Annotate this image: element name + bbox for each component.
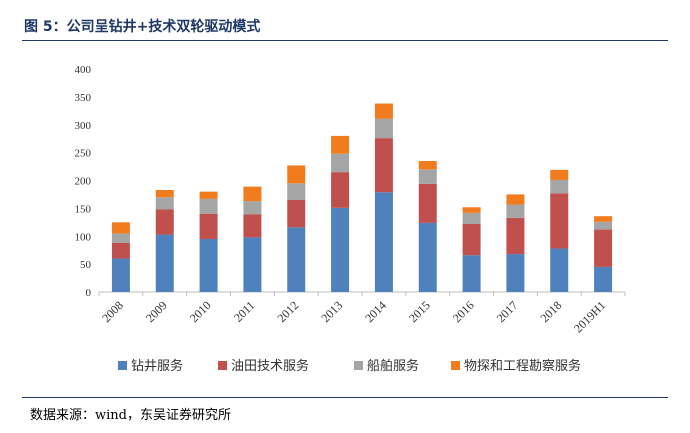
bar-segment-4 [374, 103, 393, 119]
legend-swatch [354, 361, 363, 370]
bar-segment-3 [506, 204, 525, 218]
bar-segment-2 [418, 183, 437, 223]
bar-segment-1 [550, 248, 569, 292]
y-tick-label: 400 [75, 64, 92, 76]
legend-label: 油田技术服务 [231, 358, 309, 374]
y-tick-label: 0 [86, 287, 92, 299]
bar-segment-1 [594, 266, 613, 292]
x-tick-label: 2017 [494, 298, 521, 325]
bar-segment-3 [199, 198, 218, 214]
x-tick-label: 2018 [538, 298, 565, 325]
y-tick-label: 50 [80, 259, 92, 271]
bar-segment-2 [243, 214, 262, 238]
bar-segment-4 [506, 194, 525, 205]
bar-segment-2 [462, 223, 481, 256]
legend-label: 物探和工程勘察服务 [464, 358, 581, 374]
x-tick-label: 2013 [318, 298, 345, 325]
figure-title: 图 5：公司呈钻井+技术双轮驱动模式 [24, 19, 261, 35]
bar-segment-4 [418, 160, 437, 170]
bar-segment-4 [287, 165, 306, 184]
bar-segment-3 [111, 233, 130, 243]
bar-segment-2 [506, 217, 525, 255]
bar-segment-3 [374, 118, 393, 139]
x-tick-label: 2015 [406, 298, 433, 325]
source-divider [22, 397, 668, 398]
x-tick-label: 2019H1 [571, 298, 608, 335]
x-tick-label: 2011 [231, 298, 258, 325]
bar-segment-3 [594, 221, 613, 230]
x-tick-label: 2012 [275, 298, 302, 325]
bar-segment-2 [111, 242, 130, 259]
bar-segment-1 [506, 254, 525, 292]
bar-segment-1 [331, 207, 350, 292]
y-tick-label: 250 [75, 148, 92, 160]
figure-title-bar: 图 5：公司呈钻井+技术双轮驱动模式 [22, 14, 668, 41]
bar-segment-1 [243, 237, 262, 292]
bar-segment-2 [199, 213, 218, 240]
bar-segment-4 [331, 135, 350, 154]
x-tick-label: 2009 [143, 298, 170, 325]
bar-segment-1 [111, 258, 130, 292]
legend-swatch [451, 361, 460, 370]
bar-segment-3 [287, 183, 306, 201]
bar-segment-4 [550, 169, 569, 180]
x-tick-label: 2016 [450, 298, 477, 325]
bar-segment-2 [287, 200, 306, 228]
y-tick-label: 200 [75, 176, 92, 188]
legend-swatch [218, 361, 227, 370]
bar-segment-4 [594, 216, 613, 222]
bar-segment-1 [199, 239, 218, 292]
y-tick-label: 150 [75, 203, 92, 215]
bar-segment-3 [550, 179, 569, 194]
x-tick-label: 2008 [99, 298, 126, 325]
source-note: 数据来源：wind，东吴证券研究所 [30, 408, 231, 423]
bar-segment-1 [155, 234, 174, 292]
bar-segment-4 [199, 191, 218, 199]
bar-segment-4 [155, 189, 174, 198]
bar-segment-2 [155, 209, 174, 235]
bar-segment-4 [243, 186, 262, 202]
bar-segment-2 [594, 229, 613, 267]
y-tick-label: 350 [75, 92, 92, 104]
bar-segment-1 [462, 255, 481, 292]
bar-segment-4 [111, 222, 130, 234]
x-tick-label: 2010 [187, 298, 214, 325]
bar-segment-3 [155, 197, 174, 210]
x-tick-label: 2014 [362, 298, 389, 325]
y-tick-label: 100 [75, 231, 92, 243]
bar-segment-1 [374, 192, 393, 292]
bar-segment-3 [331, 153, 350, 173]
bar-segment-1 [418, 222, 437, 292]
bar-segment-2 [331, 172, 350, 208]
y-tick-label: 300 [75, 120, 92, 132]
legend-label: 钻井服务 [131, 358, 183, 374]
bar-segment-2 [550, 193, 569, 249]
bar-segment-1 [287, 227, 306, 292]
bar-segment-3 [418, 169, 437, 184]
bar-segment-4 [462, 207, 481, 213]
bar-segment-3 [243, 201, 262, 215]
bar-segment-3 [462, 212, 481, 224]
legend-label: 船舶服务 [367, 358, 419, 374]
bar-segment-2 [374, 138, 393, 193]
legend-swatch [118, 361, 127, 370]
